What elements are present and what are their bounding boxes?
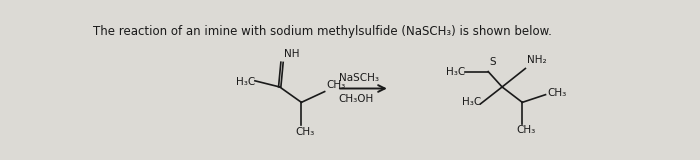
Text: NH: NH [284,49,300,59]
Text: H₃C: H₃C [462,97,481,107]
Text: NH₂: NH₂ [527,55,547,65]
Text: CH₃OH: CH₃OH [339,94,374,104]
Text: CH₃: CH₃ [516,125,536,136]
Text: CH₃: CH₃ [295,127,314,137]
Text: NaSCH₃: NaSCH₃ [339,73,379,83]
Text: H₃C: H₃C [447,67,466,77]
Text: CH₃: CH₃ [547,88,566,98]
Text: The reaction of an imine with sodium methylsulfide (NaSCH₃) is shown below.: The reaction of an imine with sodium met… [93,25,552,38]
Text: CH₃: CH₃ [326,80,346,90]
Text: H₃C: H₃C [237,77,256,87]
Text: S: S [489,57,496,67]
